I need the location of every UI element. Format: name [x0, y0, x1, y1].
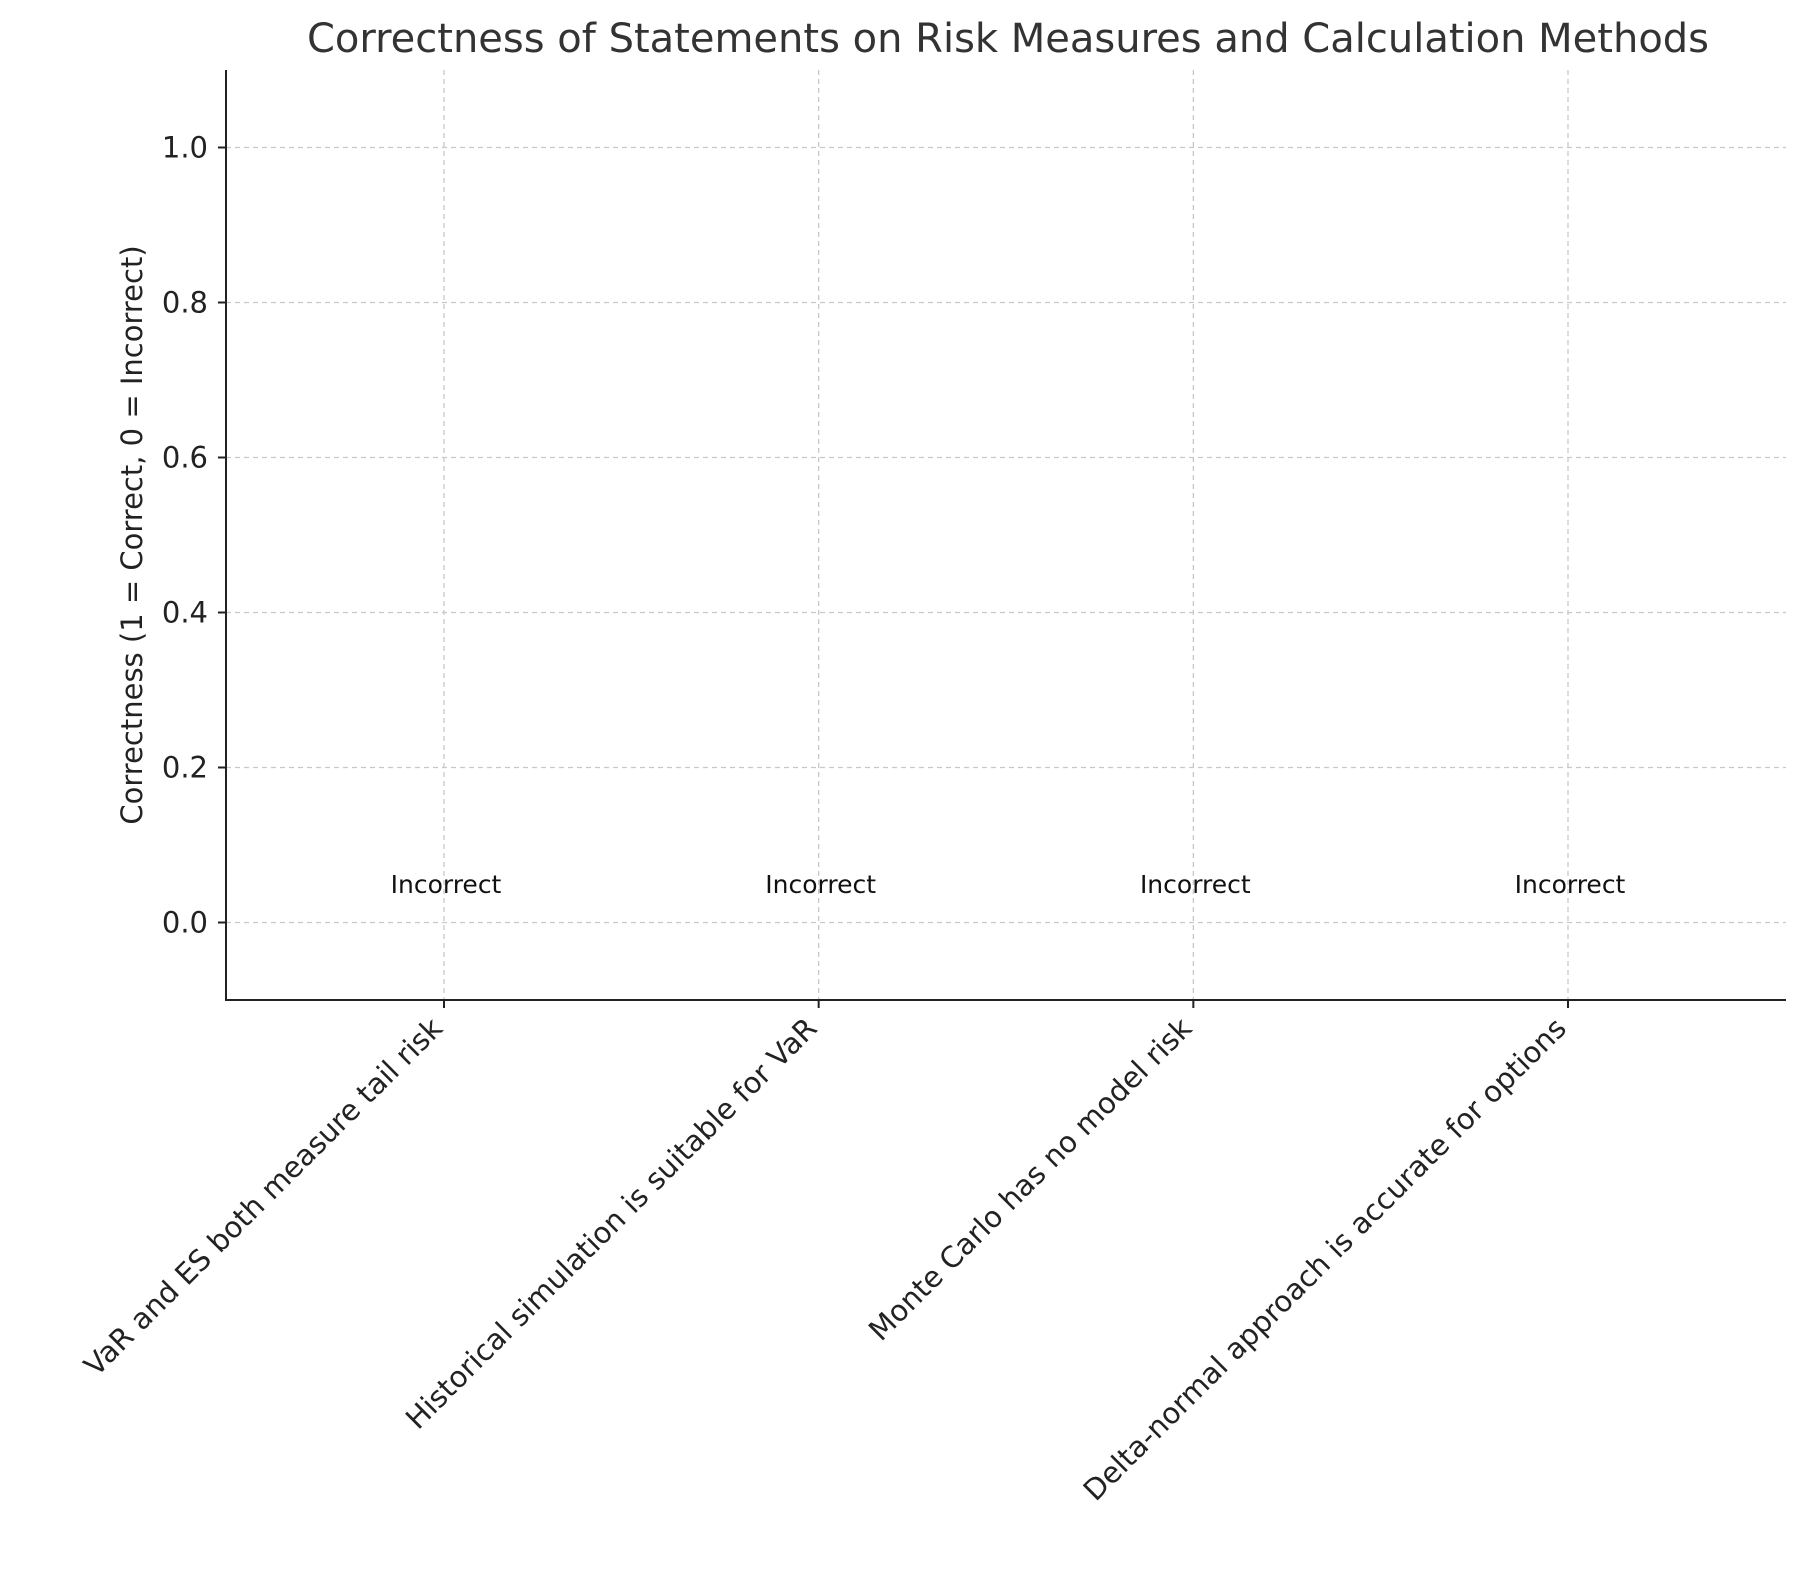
x-tick-label: Monte Carlo has no model risk [862, 1011, 1199, 1348]
x-tick-label: VaR and ES both measure tail risk [77, 1011, 449, 1383]
y-tick-label: 0.6 [162, 441, 208, 475]
data-labels: Incorrect Incorrect Incorrect Incorrect [391, 870, 1626, 899]
y-tick-label: 1.0 [162, 131, 208, 165]
bar-data-label: Incorrect [1140, 870, 1251, 899]
bar-data-label: Incorrect [765, 870, 876, 899]
chart-title: Correctness of Statements on Risk Measur… [307, 16, 1709, 62]
y-tick-label: 0.0 [162, 906, 208, 940]
y-tick-label: 0.2 [162, 751, 208, 785]
y-tick-label: 0.4 [162, 596, 208, 630]
y-axis-ticks: 0.0 0.2 0.4 0.6 0.8 1.0 [162, 131, 226, 940]
x-tick-label: Historical simulation is suitable for Va… [399, 1011, 824, 1436]
x-tick-label: Delta-normal approach is accurate for op… [1077, 1011, 1573, 1507]
grid [226, 70, 1786, 1000]
y-tick-label: 0.8 [162, 286, 208, 320]
x-axis-ticks: VaR and ES both measure tail riskHistori… [77, 1000, 1573, 1507]
bar-data-label: Incorrect [1515, 870, 1626, 899]
bar-data-label: Incorrect [391, 870, 502, 899]
y-axis-label: Correctness (1 = Correct, 0 = Incorrect) [115, 245, 149, 824]
